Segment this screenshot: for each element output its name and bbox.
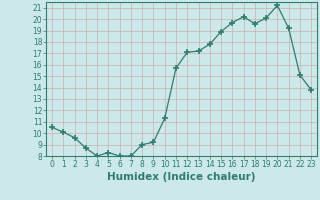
X-axis label: Humidex (Indice chaleur): Humidex (Indice chaleur)	[107, 172, 256, 182]
